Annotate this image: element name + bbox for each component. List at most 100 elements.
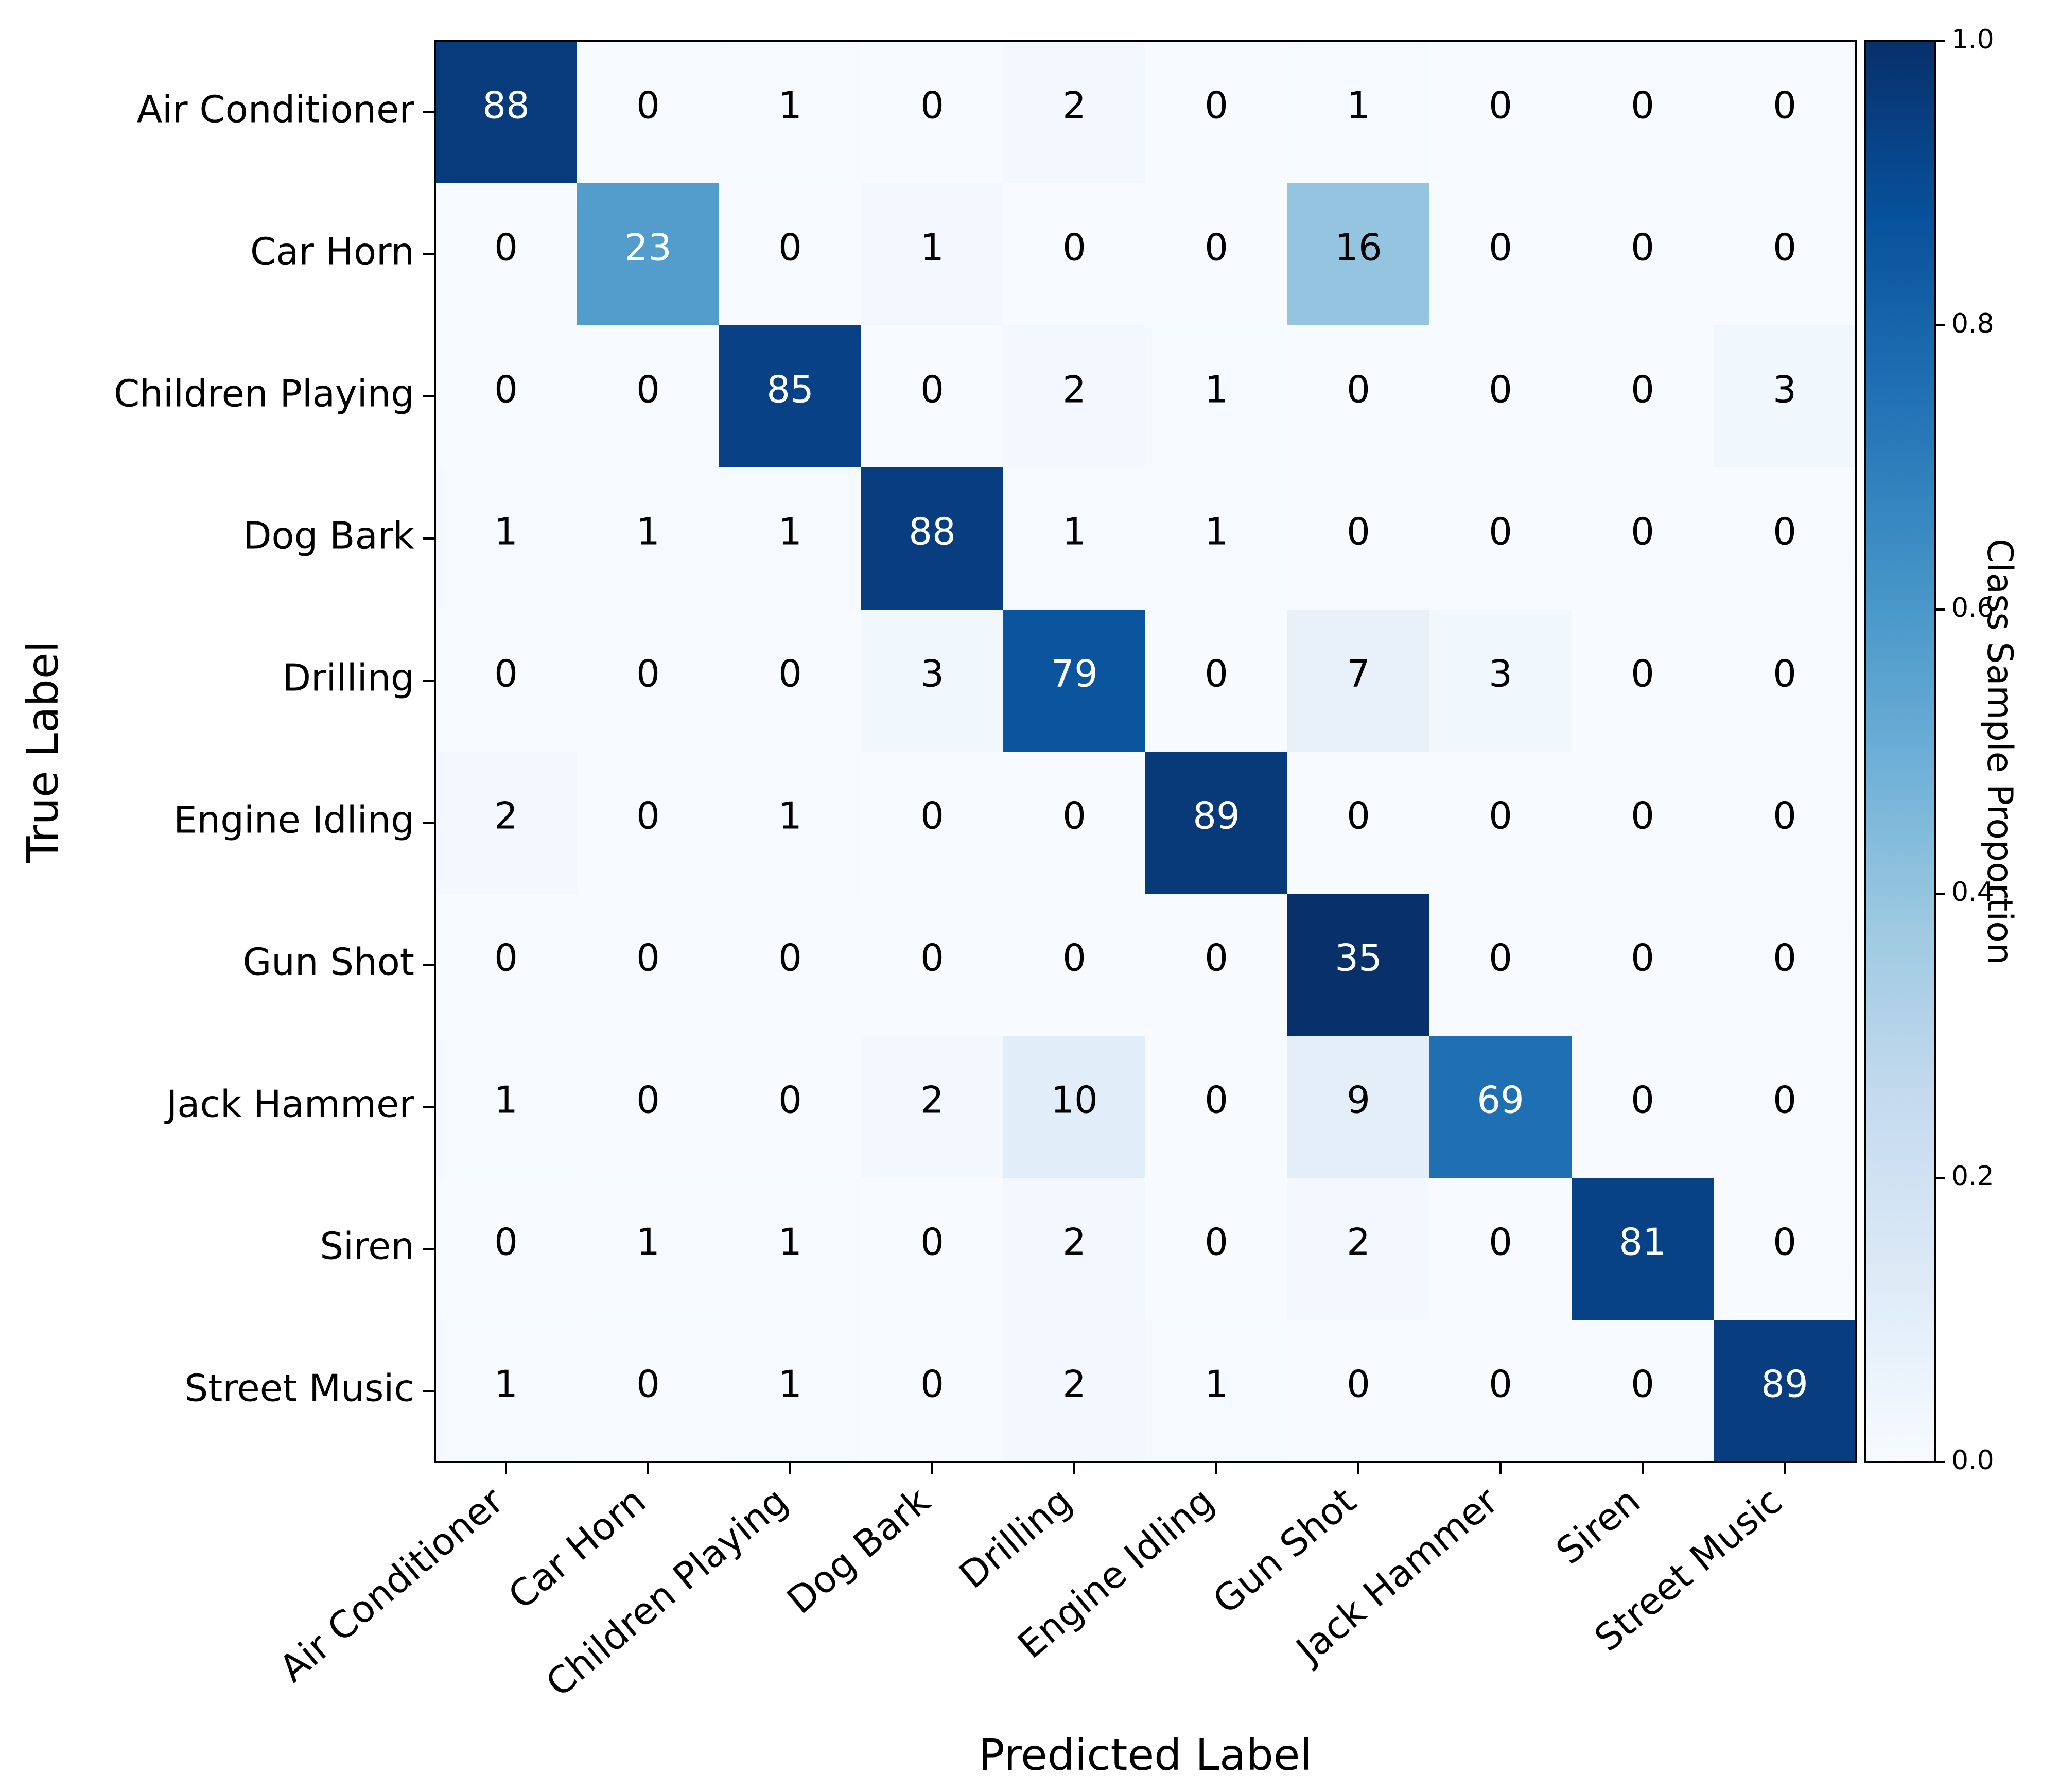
heatmap-cell (1714, 894, 1856, 1036)
heatmap-cell (1287, 325, 1430, 468)
heatmap-cell (861, 610, 1004, 752)
heatmap-cell (435, 467, 578, 610)
heatmap-cell (1145, 1036, 1288, 1178)
heatmap-cell (1145, 1320, 1288, 1463)
cell-value-label: 0 (1773, 1221, 1796, 1264)
heatmap-cell (577, 325, 720, 468)
cell-value-label: 0 (920, 368, 944, 411)
y-tick-label: Jack Hammer (164, 1083, 414, 1126)
heatmap-cell (1287, 183, 1430, 326)
heatmap-cell (1003, 1178, 1146, 1320)
heatmap-cell (435, 1036, 578, 1178)
cell-value-label: 0 (636, 652, 660, 695)
cell-value-label: 0 (1631, 226, 1654, 269)
cell-value-label: 0 (1489, 1363, 1512, 1406)
cell-value-label: 0 (1062, 226, 1086, 269)
heatmap-cell (861, 1036, 1004, 1178)
heatmap-cell (1287, 894, 1430, 1036)
cell-value-label: 79 (1051, 652, 1098, 695)
cell-value-label: 1 (1205, 368, 1228, 411)
cell-value-label: 0 (494, 652, 518, 695)
colorbar-tick-label: 0.2 (1951, 1161, 1994, 1192)
heatmap-cell (1145, 610, 1288, 752)
cell-value-label: 0 (920, 936, 944, 980)
y-tick-label: Street Music (184, 1367, 414, 1410)
cell-value-label: 89 (1193, 794, 1240, 838)
cell-value-label: 0 (1631, 1363, 1654, 1406)
heatmap-cell (577, 1178, 720, 1320)
cell-value-label: 0 (1631, 510, 1654, 553)
cell-value-label: 1 (494, 510, 518, 553)
heatmap-cell (1429, 325, 1572, 468)
heatmap-cell (861, 1320, 1004, 1463)
cell-value-label: 0 (1347, 794, 1370, 838)
cell-value-label: 0 (1489, 794, 1512, 838)
cell-value-label: 0 (1773, 794, 1796, 838)
cell-value-label: 2 (1062, 368, 1086, 411)
cell-value-label: 0 (1205, 1078, 1228, 1122)
heatmap-cell (435, 41, 578, 184)
cell-value-label: 88 (909, 510, 956, 553)
heatmap-cell (1003, 1320, 1146, 1463)
colorbar-tick-label: 0.8 (1951, 308, 1994, 339)
cell-value-label: 0 (778, 1078, 802, 1122)
cell-value-label: 81 (1619, 1221, 1666, 1264)
heatmap-cell (577, 752, 720, 894)
heatmap-cell (719, 1178, 862, 1320)
heatmap-cell (1572, 610, 1714, 752)
cell-value-label: 0 (1489, 1221, 1512, 1264)
heatmap-cell (1145, 183, 1288, 326)
colorbar-ticks: 0.0 0.2 0.4 0.6 0.8 1.0 (1935, 24, 1994, 1476)
cell-value-label: 1 (636, 510, 660, 553)
colorbar-tick-label: 0.6 (1951, 593, 1994, 623)
cell-value-label: 0 (1489, 84, 1512, 127)
cell-value-label: 0 (1205, 226, 1228, 269)
heatmap-cell (1572, 325, 1714, 468)
cell-value-label: 69 (1477, 1078, 1524, 1122)
heatmap-cell (1572, 41, 1714, 184)
heatmap-cell (1145, 467, 1288, 610)
heatmap-cell (1003, 610, 1146, 752)
heatmap-cell (1429, 752, 1572, 894)
cell-value-label: 1 (1205, 1363, 1228, 1406)
heatmap-cell (719, 610, 862, 752)
y-axis: Air Conditioner Car Horn Children Playing D… (114, 88, 435, 1410)
heatmap-cells (435, 41, 1856, 1463)
heatmap-cell-labels: 88 0 1 0 2 0 1 0 0 00 23 0 1 0 0 16 0 0 00 0 85 0 2 1 0 0 0 31 1 1 88 1… (482, 84, 1808, 1406)
cell-value-label: 0 (494, 368, 518, 411)
cell-value-label: 0 (778, 226, 802, 269)
cell-value-label: 2 (920, 1078, 944, 1122)
cell-value-label: 0 (1773, 226, 1796, 269)
heatmap-cell (435, 1178, 578, 1320)
heatmap-cell (719, 467, 862, 610)
cell-value-label: 0 (1631, 368, 1654, 411)
cell-value-label: 0 (636, 84, 660, 127)
heatmap-cell (1429, 467, 1572, 610)
heatmap-cell (1003, 467, 1146, 610)
cell-value-label: 0 (1205, 936, 1228, 980)
cell-value-label: 89 (1761, 1363, 1808, 1406)
heatmap-cell (1714, 1178, 1856, 1320)
cell-value-label: 1 (920, 226, 944, 269)
colorbar-tick-label: 0.0 (1951, 1445, 1994, 1476)
cell-value-label: 3 (1489, 652, 1512, 695)
heatmap-cell (1003, 183, 1146, 326)
cell-value-label: 0 (1773, 84, 1796, 127)
cell-value-label: 85 (766, 368, 814, 411)
cell-value-label: 0 (1062, 794, 1086, 838)
heatmap-cell (1714, 41, 1856, 184)
y-tick-label: Engine Idling (173, 798, 414, 842)
heatmap-cell (861, 1178, 1004, 1320)
cell-value-label: 7 (1347, 652, 1370, 695)
cell-value-label: 23 (624, 226, 672, 269)
heatmap-cell (1145, 41, 1288, 184)
y-tick-label: Air Conditioner (137, 88, 415, 131)
heatmap-cell (719, 325, 862, 468)
y-tick-label: Car Horn (250, 230, 414, 273)
heatmap-cell (1145, 325, 1288, 468)
colorbar-tick-label: 0.4 (1951, 877, 1994, 908)
heatmap-cell (435, 752, 578, 894)
cell-value-label: 2 (494, 794, 518, 838)
cell-value-label: 0 (1489, 510, 1512, 553)
